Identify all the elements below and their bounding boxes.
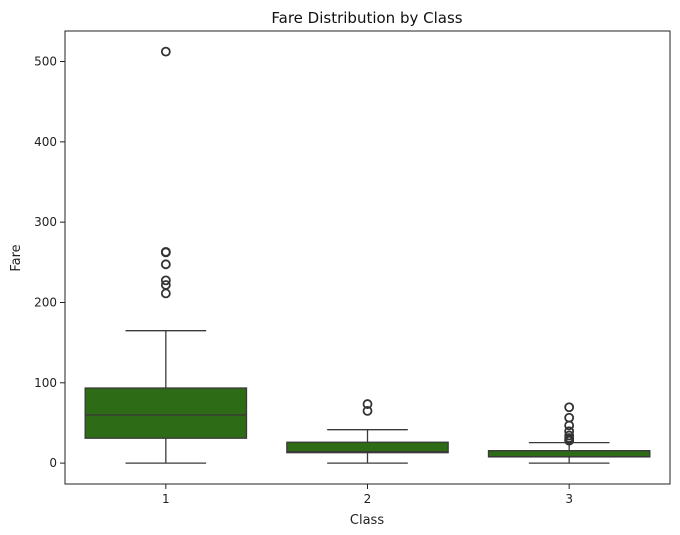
plot-area — [84, 46, 651, 464]
y-tick-label: 500 — [34, 55, 57, 69]
outlier-point — [160, 246, 171, 257]
outlier-point — [564, 426, 575, 437]
outlier-point — [564, 420, 575, 431]
y-tick-label: 100 — [34, 376, 57, 390]
outlier-point — [160, 259, 171, 270]
y-tick-label: 0 — [49, 456, 57, 470]
iqr-box — [84, 387, 248, 439]
chart-title: Fare Distribution by Class — [271, 9, 462, 27]
box-group-class-1 — [84, 46, 248, 464]
outlier-point — [362, 399, 373, 409]
x-axis-title: Class — [350, 513, 384, 528]
x-tick-label: 1 — [162, 492, 170, 506]
outlier-point — [160, 280, 171, 290]
box-group-class-2 — [286, 399, 449, 464]
y-tick-label: 300 — [34, 215, 57, 229]
y-tick-label: 200 — [34, 295, 57, 309]
x-tick-label: 2 — [364, 492, 372, 506]
iqr-box — [286, 441, 449, 454]
y-axis-title: Fare — [9, 244, 24, 271]
x-tick-label: 3 — [565, 492, 573, 506]
y-tick-label: 400 — [34, 135, 57, 149]
iqr-box — [487, 450, 651, 458]
outlier-point — [362, 406, 373, 416]
outlier-point — [564, 412, 575, 423]
outlier-point — [564, 430, 575, 441]
outlier-point — [160, 288, 171, 299]
outlier-point — [160, 275, 171, 286]
outlier-point — [160, 46, 171, 57]
box-group-class-3 — [487, 402, 651, 464]
outlier-point — [564, 402, 575, 413]
